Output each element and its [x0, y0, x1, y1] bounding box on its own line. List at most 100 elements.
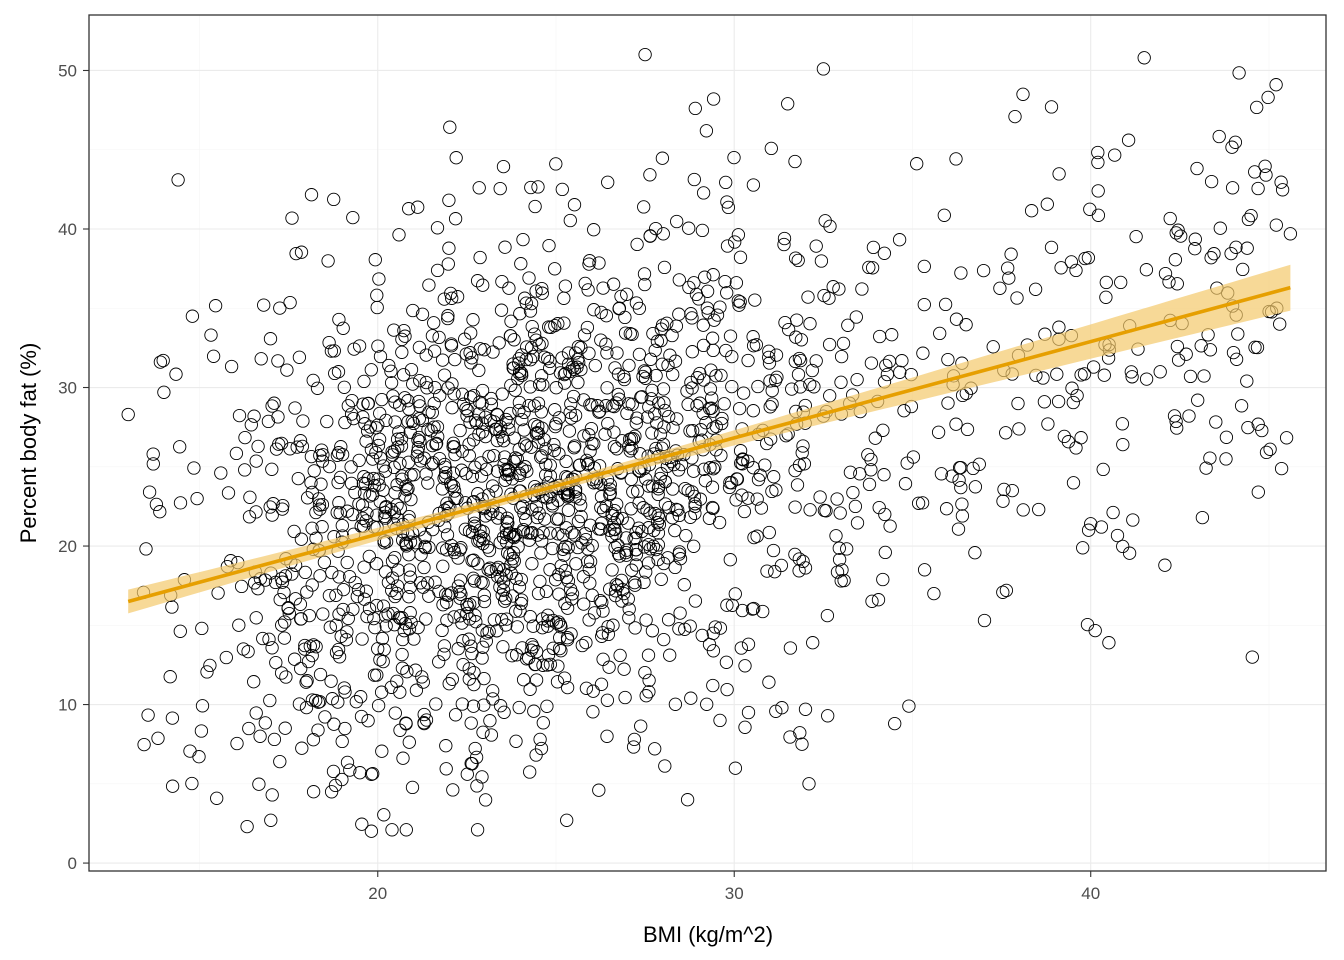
data-point — [1084, 517, 1098, 531]
data-point — [656, 382, 671, 396]
data-point — [1158, 558, 1172, 572]
data-point — [672, 508, 686, 523]
data-point — [527, 704, 541, 718]
data-point — [695, 223, 710, 238]
data-point — [580, 554, 595, 569]
data-point — [323, 620, 337, 634]
data-point — [352, 453, 366, 468]
data-point — [539, 457, 553, 472]
data-point — [1091, 145, 1105, 160]
data-point — [646, 326, 660, 341]
data-point — [378, 609, 393, 623]
data-point — [657, 556, 671, 571]
data-point — [1250, 100, 1264, 115]
data-point — [171, 173, 185, 187]
data-point — [587, 223, 601, 237]
data-point — [509, 648, 524, 662]
data-point — [472, 427, 486, 441]
data-point — [1050, 367, 1064, 381]
data-point — [1122, 546, 1137, 560]
data-point — [377, 808, 391, 822]
data-point — [391, 563, 405, 577]
data-point — [763, 400, 777, 414]
data-point — [1224, 246, 1238, 261]
data-point — [1168, 253, 1183, 267]
data-point — [444, 538, 459, 553]
x-tick-label: 40 — [1081, 884, 1100, 903]
data-point — [637, 575, 651, 589]
data-point — [873, 329, 887, 344]
data-point — [1070, 388, 1084, 403]
data-point — [999, 583, 1014, 598]
data-point — [788, 354, 802, 369]
data-point — [371, 472, 385, 486]
data-point — [595, 595, 609, 610]
data-point — [793, 380, 807, 394]
data-point — [558, 279, 573, 293]
data-point — [864, 452, 878, 467]
data-point — [208, 299, 223, 313]
data-point — [902, 699, 916, 713]
data-point — [552, 567, 566, 582]
data-point — [430, 263, 445, 278]
data-point — [720, 195, 734, 209]
data-point — [661, 551, 675, 565]
data-point — [592, 256, 606, 270]
data-point — [1004, 247, 1018, 261]
data-point — [253, 729, 267, 743]
data-point — [686, 464, 701, 478]
data-point — [580, 320, 595, 335]
data-point — [796, 554, 810, 569]
data-point — [668, 697, 683, 711]
data-point — [517, 506, 531, 520]
data-point — [477, 343, 491, 357]
data-point — [430, 221, 445, 235]
data-point — [498, 450, 512, 464]
data-point — [571, 514, 586, 529]
data-point — [348, 575, 362, 590]
data-point — [476, 640, 490, 654]
data-point — [785, 382, 799, 396]
data-point — [968, 480, 983, 494]
data-point — [141, 708, 155, 722]
data-point — [624, 472, 638, 486]
data-point — [595, 626, 610, 640]
data-point — [405, 780, 420, 795]
data-point — [816, 62, 831, 76]
data-point — [447, 610, 461, 624]
data-point — [173, 624, 187, 638]
data-point — [324, 344, 339, 358]
data-point — [581, 283, 595, 297]
data-point — [696, 186, 711, 200]
data-point — [688, 506, 702, 521]
data-point — [713, 713, 727, 728]
data-point — [419, 467, 433, 481]
data-point — [238, 463, 252, 477]
data-point — [387, 460, 401, 475]
data-point — [560, 631, 575, 645]
data-point — [750, 529, 764, 543]
data-point — [546, 641, 560, 655]
data-point — [788, 547, 802, 562]
data-point — [668, 560, 682, 575]
data-point — [641, 556, 656, 570]
data-point — [332, 496, 346, 510]
data-point — [636, 369, 650, 384]
data-point — [393, 398, 407, 412]
data-point — [462, 662, 476, 676]
data-point — [370, 288, 384, 302]
data-point — [608, 522, 622, 537]
data-point — [625, 441, 639, 456]
data-point — [834, 375, 848, 389]
data-point — [637, 364, 651, 378]
data-point — [1051, 394, 1066, 409]
data-point — [1169, 414, 1183, 429]
data-point — [203, 658, 217, 673]
data-point — [495, 274, 509, 289]
data-point — [690, 371, 705, 385]
data-point — [455, 444, 469, 459]
data-point — [331, 475, 345, 490]
data-point — [955, 497, 969, 511]
data-point — [645, 479, 660, 493]
data-point — [294, 661, 308, 676]
